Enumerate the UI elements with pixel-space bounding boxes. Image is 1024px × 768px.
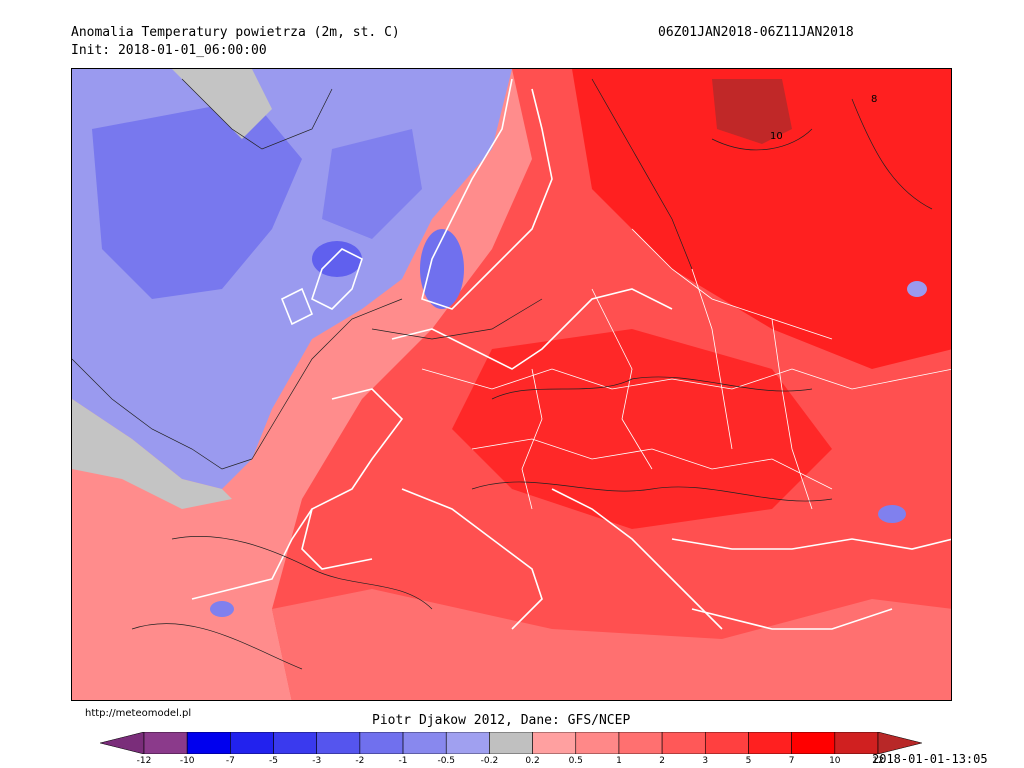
cold-spot-sw xyxy=(210,601,234,617)
legend-tick-label: -7 xyxy=(225,756,235,766)
legend-swatch xyxy=(791,732,836,754)
mild-south xyxy=(272,589,951,700)
legend-swatch xyxy=(532,732,577,754)
neutral-north xyxy=(172,69,272,139)
generation-timestamp: 2018-01-01-13:05 xyxy=(872,752,988,766)
cold-spot-scotland xyxy=(312,241,362,277)
legend-tick-label: -0.2 xyxy=(480,756,499,766)
legend-swatch xyxy=(704,732,749,754)
legend-tick-label: -1 xyxy=(398,756,408,766)
legend-tick-label: -12 xyxy=(136,756,152,766)
legend-swatch xyxy=(748,732,792,754)
legend-swatch xyxy=(316,732,361,754)
cold-spot-east xyxy=(907,281,927,297)
legend-tick-label: 1 xyxy=(616,756,622,766)
legend-tick-label: -10 xyxy=(179,756,195,766)
legend-swatch xyxy=(230,732,274,754)
cold-spot-norway xyxy=(420,229,464,309)
hot-central xyxy=(452,329,832,529)
legend-tick-label: 7 xyxy=(788,756,795,766)
legend-swatch xyxy=(618,732,663,754)
legend-tick-label: -0.5 xyxy=(437,756,456,766)
map-canvas: 8 10 xyxy=(72,69,951,700)
contour-label-8: 8 xyxy=(871,94,877,105)
contour-label-10: 10 xyxy=(770,131,783,142)
legend-swatch xyxy=(143,732,188,754)
neutral-band xyxy=(72,399,232,509)
chart-title: Anomalia Temperatury powietrza (2m, st. … xyxy=(71,25,400,40)
legend-tick-label: -2 xyxy=(355,756,365,766)
legend-tick-label: 10 xyxy=(829,756,841,766)
cold-core xyxy=(92,99,302,299)
legend-swatch xyxy=(186,732,231,754)
legend-tick-label: -5 xyxy=(269,756,279,766)
forecast-period: 06Z01JAN2018-06Z11JAN2018 xyxy=(658,25,854,40)
credit-line: Piotr Djakow 2012, Dane: GFS/NCEP xyxy=(372,713,631,728)
very-hot-core xyxy=(712,79,792,144)
cold-spot-se xyxy=(878,505,906,523)
legend-swatch xyxy=(445,732,490,754)
legend-swatch xyxy=(834,732,879,754)
color-legend xyxy=(100,732,922,754)
legend-swatch xyxy=(489,732,533,754)
legend-swatch xyxy=(402,732,447,754)
hot-north xyxy=(572,69,951,369)
init-time: Init: 2018-01-01_06:00:00 xyxy=(71,43,267,58)
legend-swatch xyxy=(359,732,404,754)
legend-arrow-high xyxy=(877,732,922,754)
contours xyxy=(72,78,933,670)
legend-tick-label: 5 xyxy=(745,756,752,766)
anomaly-map: 8 10 xyxy=(71,68,952,701)
legend-tick-label: 0.2 xyxy=(525,756,540,766)
coastlines xyxy=(191,78,951,630)
legend-tick-label: 0.5 xyxy=(568,756,583,766)
country-borders xyxy=(421,228,951,510)
legend-tick-label: 12 xyxy=(872,756,884,766)
site-url[interactable]: http://meteomodel.pl xyxy=(85,708,192,719)
legend-tick-label: 3 xyxy=(702,756,709,766)
legend-tick-label: -3 xyxy=(312,756,322,766)
legend-arrow-low xyxy=(100,732,145,754)
legend-swatch xyxy=(273,732,318,754)
legend-tick-label: 2 xyxy=(659,756,665,766)
legend-swatch xyxy=(661,732,706,754)
cold-core-2 xyxy=(322,129,422,239)
legend-swatch xyxy=(575,732,620,754)
